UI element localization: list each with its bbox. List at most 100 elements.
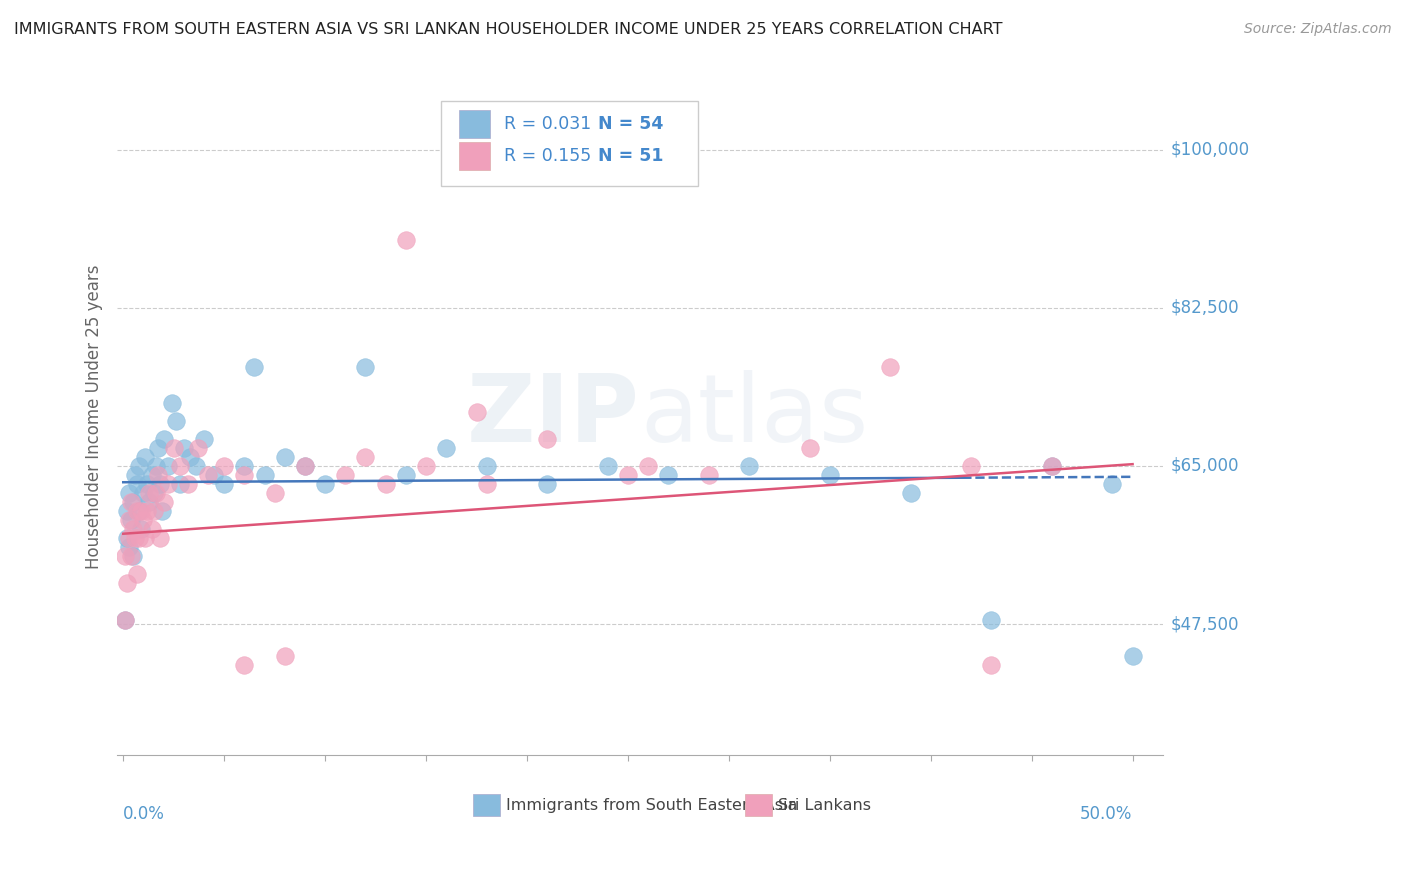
Point: [114, 549, 136, 564]
Point: [177, 477, 200, 491]
Point: [165, 414, 187, 428]
Point: [118, 531, 141, 545]
Point: [114, 613, 136, 627]
Point: [596, 458, 619, 473]
Text: Sri Lankans: Sri Lankans: [778, 797, 872, 813]
Point: [1122, 648, 1144, 663]
Point: [120, 495, 142, 509]
Point: [1040, 458, 1063, 473]
Point: [1040, 458, 1063, 473]
Point: [148, 531, 170, 545]
Point: [142, 504, 165, 518]
Point: [294, 458, 316, 473]
Point: [294, 458, 316, 473]
Point: [141, 522, 163, 536]
Text: 0.0%: 0.0%: [124, 805, 165, 822]
Text: N = 54: N = 54: [598, 115, 664, 133]
Point: [187, 441, 209, 455]
Point: [233, 458, 256, 473]
Point: [657, 468, 679, 483]
Point: [697, 468, 720, 483]
Text: Source: ZipAtlas.com: Source: ZipAtlas.com: [1244, 22, 1392, 37]
Point: [138, 495, 160, 509]
Bar: [460, 110, 491, 138]
Point: [536, 432, 558, 446]
Point: [212, 458, 235, 473]
Point: [395, 468, 418, 483]
Point: [117, 504, 139, 518]
Point: [233, 468, 256, 483]
Point: [120, 513, 142, 527]
Point: [434, 441, 457, 455]
Point: [117, 576, 139, 591]
Point: [127, 504, 149, 518]
Point: [335, 468, 357, 483]
Point: [900, 486, 922, 500]
Point: [156, 458, 179, 473]
Text: $100,000: $100,000: [1171, 141, 1250, 159]
Text: $65,000: $65,000: [1171, 457, 1240, 475]
Point: [124, 468, 146, 483]
Text: R = 0.031: R = 0.031: [505, 115, 592, 133]
Point: [536, 477, 558, 491]
Point: [173, 441, 195, 455]
Point: [132, 486, 155, 500]
Text: $82,500: $82,500: [1171, 299, 1240, 317]
FancyBboxPatch shape: [441, 101, 697, 186]
Point: [475, 477, 498, 491]
Point: [314, 477, 336, 491]
Point: [134, 450, 156, 464]
Point: [202, 468, 225, 483]
Point: [114, 613, 136, 627]
Text: 50.0%: 50.0%: [1080, 805, 1133, 822]
Point: [120, 549, 142, 564]
Point: [122, 495, 145, 509]
Point: [122, 522, 145, 536]
Bar: [460, 142, 491, 170]
Text: $47,500: $47,500: [1171, 615, 1240, 633]
Point: [131, 504, 153, 518]
Point: [145, 458, 167, 473]
Point: [274, 450, 297, 464]
Point: [150, 504, 173, 518]
Point: [617, 468, 640, 483]
Point: [145, 486, 167, 500]
Text: R = 0.155: R = 0.155: [505, 147, 592, 165]
Point: [117, 531, 139, 545]
Point: [818, 468, 841, 483]
Point: [184, 458, 207, 473]
Point: [354, 359, 377, 374]
Point: [122, 549, 145, 564]
Point: [243, 359, 266, 374]
Point: [274, 648, 297, 663]
Point: [127, 477, 149, 491]
Point: [212, 477, 235, 491]
Point: [738, 458, 761, 473]
Point: [124, 531, 146, 545]
Point: [475, 458, 498, 473]
Point: [163, 441, 186, 455]
Point: [118, 486, 141, 500]
Text: N = 51: N = 51: [598, 147, 664, 165]
Point: [879, 359, 901, 374]
Point: [156, 477, 179, 491]
Point: [799, 441, 821, 455]
Point: [160, 395, 183, 409]
Point: [146, 468, 169, 483]
Point: [263, 486, 285, 500]
Point: [354, 450, 377, 464]
Point: [169, 458, 191, 473]
Point: [128, 458, 150, 473]
Y-axis label: Householder Income Under 25 years: Householder Income Under 25 years: [86, 264, 103, 568]
Text: IMMIGRANTS FROM SOUTH EASTERN ASIA VS SRI LANKAN HOUSEHOLDER INCOME UNDER 25 YEA: IMMIGRANTS FROM SOUTH EASTERN ASIA VS SR…: [14, 22, 1002, 37]
Point: [141, 468, 163, 483]
Point: [146, 441, 169, 455]
Point: [1101, 477, 1123, 491]
Point: [197, 468, 219, 483]
Text: atlas: atlas: [640, 370, 869, 462]
Point: [127, 567, 149, 582]
Point: [128, 504, 150, 518]
Point: [193, 432, 215, 446]
Point: [980, 657, 1002, 672]
Bar: [472, 795, 501, 816]
